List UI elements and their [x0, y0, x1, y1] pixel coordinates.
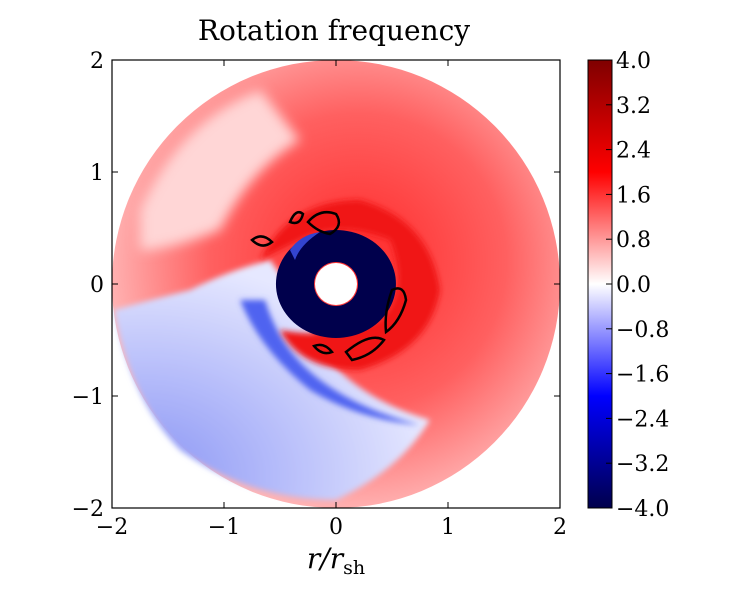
dark-blue-ring — [275, 230, 396, 338]
blue-ring-edge — [290, 232, 320, 260]
colorbar-tick-label: 0.0 — [616, 273, 651, 298]
heatmap-field — [112, 60, 560, 508]
x-axis-label-main: r/r — [307, 542, 345, 575]
colorbar-tick-label: −0.8 — [616, 318, 669, 343]
colorbar-tick-label: 2.4 — [616, 139, 651, 164]
y-tick-label: 0 — [90, 273, 104, 298]
contour-1 — [288, 211, 305, 225]
y-tick-label: −2 — [72, 497, 104, 522]
contour-5 — [311, 343, 335, 355]
chart-title: Rotation frequency — [198, 14, 470, 47]
x-tick-label: 2 — [553, 515, 567, 540]
zero-contours — [250, 211, 408, 362]
x-tick-label: 0 — [329, 515, 343, 540]
inner-core — [315, 263, 357, 305]
colorbar-axis: 4.0 3.2 2.4 1.6 0.8 0.0 −0.8 −1.6 −2.4 −3.2 −4.0 — [606, 49, 669, 522]
colorbar-tick-label: 4.0 — [616, 49, 651, 74]
colorbar-tick-label: −4.0 — [616, 497, 669, 522]
x-tick-label: 1 — [441, 515, 455, 540]
colorbar-tick-label: 1.6 — [616, 183, 651, 208]
y-tick-label: −1 — [72, 385, 104, 410]
x-axis-label: r/rsh — [307, 542, 365, 579]
x-tick-label: −2 — [96, 515, 128, 540]
y-axis: 2 1 0 −1 −2 — [72, 49, 560, 522]
blue-stripe — [240, 300, 420, 425]
blue-lower-left-region — [114, 260, 430, 500]
y-tick-label: 2 — [90, 49, 104, 74]
x-tick-label: −1 — [208, 515, 240, 540]
x-axis: −2 −1 0 1 2 — [96, 60, 567, 540]
colorbar-tick-label: 0.8 — [616, 228, 651, 253]
x-axis-label-subscript: sh — [343, 557, 365, 579]
y-tick-label: 1 — [90, 161, 104, 186]
colorbar-tick-label: −3.2 — [616, 452, 669, 477]
contour-3 — [384, 287, 408, 335]
contour-6 — [250, 235, 274, 247]
contour-2 — [306, 211, 341, 236]
contour-4 — [344, 336, 386, 362]
red-band — [260, 200, 440, 370]
colorbar-tick-label: −2.4 — [616, 407, 669, 432]
colorbar-tick-label: 3.2 — [616, 94, 651, 119]
pale-upper-left-region — [140, 90, 300, 250]
colorbar-tick-label: −1.6 — [616, 363, 669, 388]
